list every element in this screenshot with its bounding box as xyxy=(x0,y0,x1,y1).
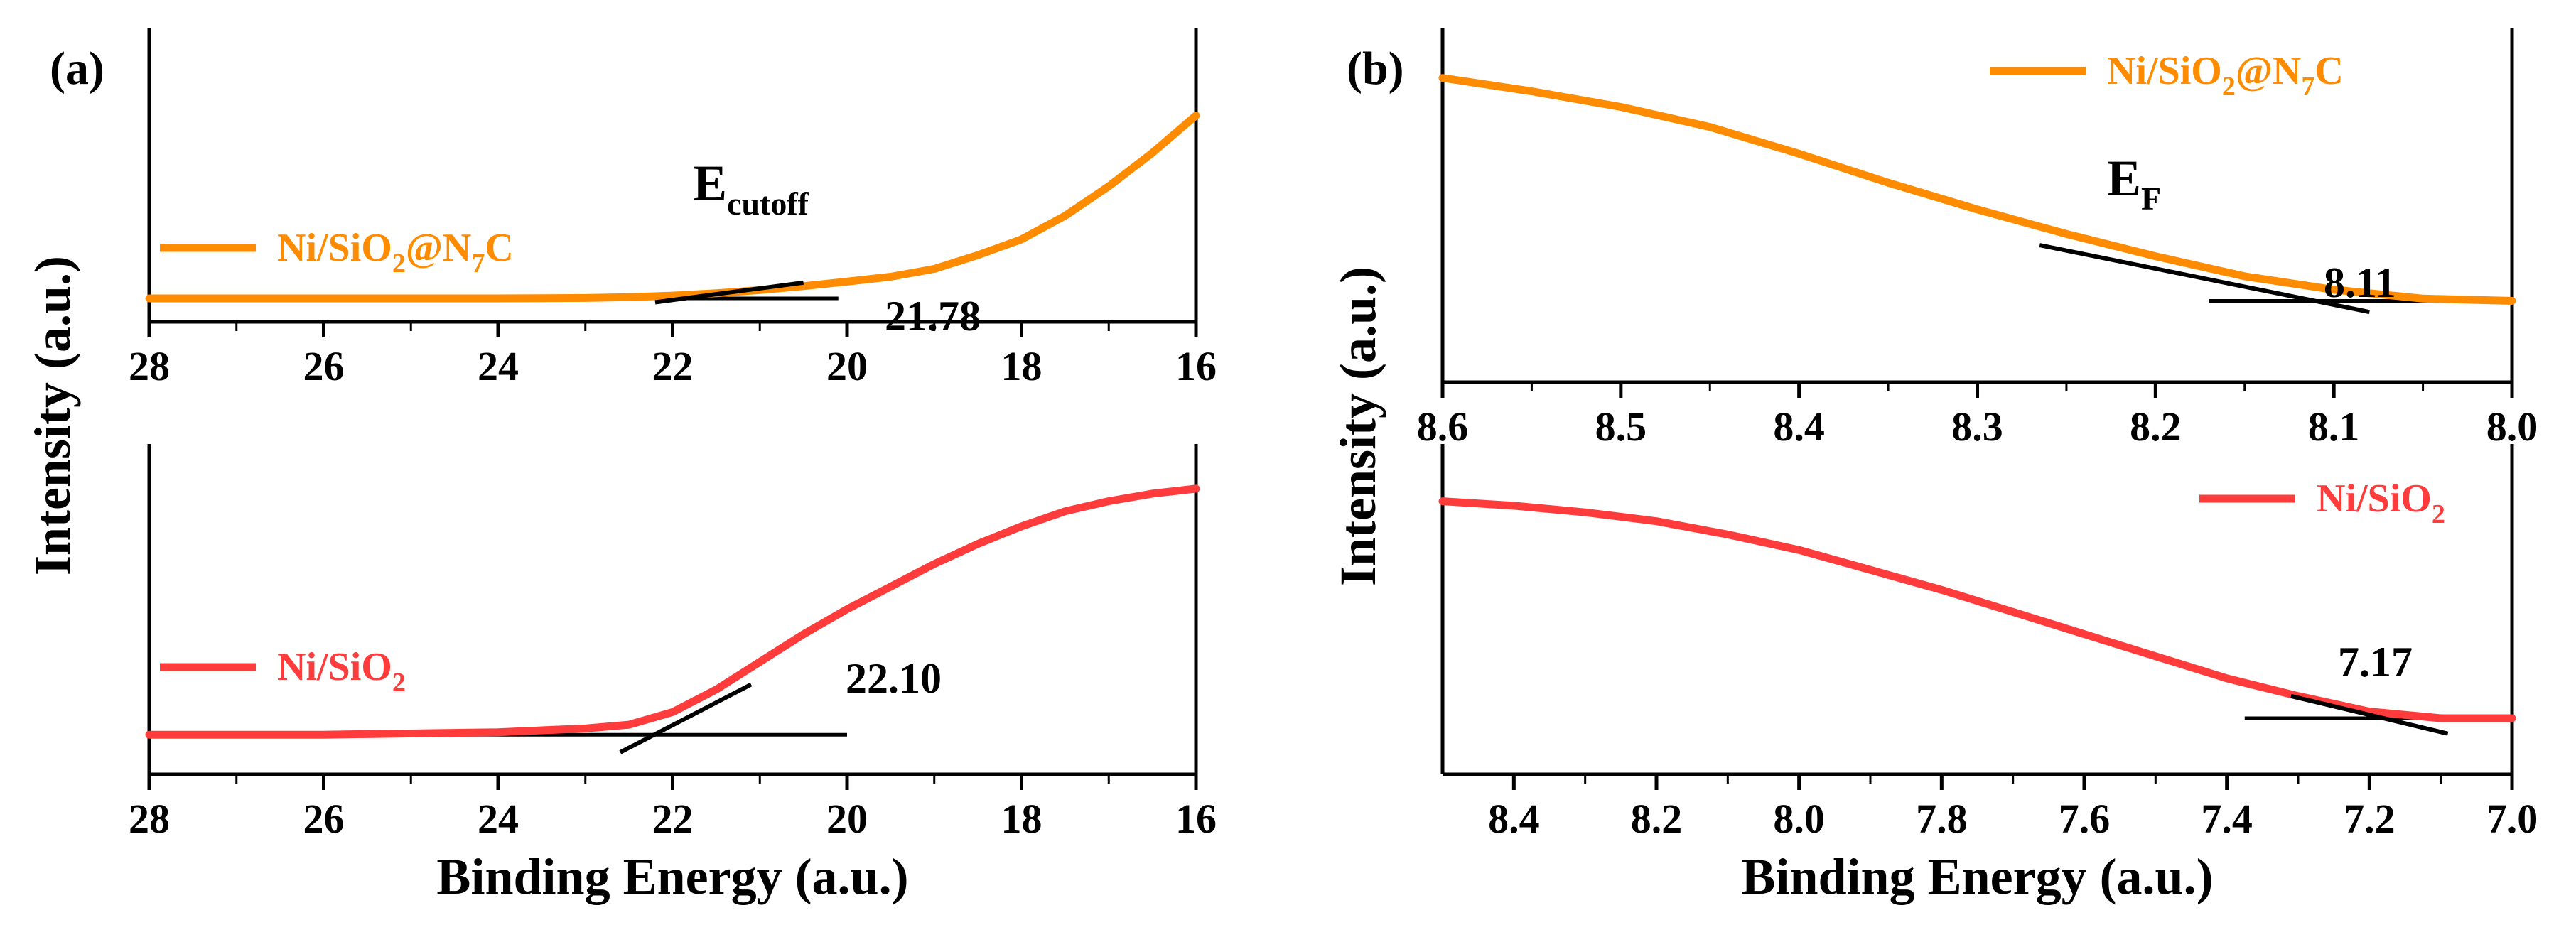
ylabel-a: Intensity (a.u.) xyxy=(24,256,81,575)
annotation-sub: cutoff xyxy=(727,185,809,222)
tangent-line xyxy=(654,280,804,305)
annotation-sub: F xyxy=(2141,180,2161,217)
annotation-main: E xyxy=(2107,150,2141,207)
x-tick-label: 18 xyxy=(1001,343,1042,389)
tangent-line xyxy=(619,682,753,754)
x-tick-label: 20 xyxy=(826,343,868,389)
x-tick-label: 22 xyxy=(652,796,694,842)
x-tick-label: 8.6 xyxy=(1417,404,1469,450)
panel-a-top: 28 26 24 22 20 18 16 21.78 (a) Ecutoff Ni/SiO2@N7C xyxy=(50,28,1217,389)
tangent-line xyxy=(2039,243,2370,315)
legend-label: Ni/SiO2@N7C xyxy=(2107,49,2344,102)
x-tick-label: 16 xyxy=(1175,343,1217,389)
panel-label: (b) xyxy=(1347,43,1404,94)
x-tick-label: 26 xyxy=(303,343,345,389)
legend-label: Ni/SiO2 xyxy=(2317,477,2445,529)
series-line xyxy=(145,112,1200,303)
x-tick-label: 24 xyxy=(478,796,519,842)
legend-text-part: 7 xyxy=(471,249,485,278)
x-tick-label: 22 xyxy=(652,343,694,389)
x-tick-label: 7.6 xyxy=(2059,796,2111,842)
onset-value-label: 7.17 xyxy=(2338,639,2413,686)
legend-text-part: @N xyxy=(406,226,472,270)
legend-text-part: C xyxy=(485,226,513,270)
x-tick-label: 8.1 xyxy=(2308,404,2360,450)
x-tick-label: 16 xyxy=(1175,796,1217,842)
x-tick-label: 8.2 xyxy=(2130,404,2182,450)
x-tick-label: 8.2 xyxy=(1631,796,1683,842)
annotation-main: E xyxy=(693,155,727,212)
legend: Ni/SiO2 xyxy=(2199,477,2445,529)
legend-text-part: Ni/SiO xyxy=(2107,49,2222,93)
legend-text-part: 2 xyxy=(2222,72,2236,102)
x-tick-label: 20 xyxy=(826,796,868,842)
x-axis-title: Binding Energy (a.u.) xyxy=(1741,848,2213,905)
panel-a-bottom: 28 26 24 22 20 18 16 22.10 Ni/SiO2 Binding Energy… xyxy=(129,444,1217,905)
x-tick-label: 8.4 xyxy=(1488,796,1540,842)
x-tick-label: 8.0 xyxy=(2486,404,2538,450)
legend-text-part: Ni/SiO xyxy=(2317,477,2432,521)
panel-label: (a) xyxy=(50,43,104,94)
energy-annotation: Ecutoff xyxy=(693,155,809,222)
legend-text-part: 2 xyxy=(2432,499,2445,529)
x-tick-label: 28 xyxy=(129,343,170,389)
x-tick-label: 7.8 xyxy=(1916,796,1968,842)
x-tick-label: 7.2 xyxy=(2344,796,2396,842)
series-line xyxy=(1438,74,2516,305)
energy-annotation: EF xyxy=(2107,150,2161,217)
legend-text-part: 7 xyxy=(2301,72,2314,102)
legend-text-part: 2 xyxy=(392,249,406,278)
x-axis-title: Binding Energy (a.u.) xyxy=(436,848,908,905)
ylabel-b: Intensity (a.u.) xyxy=(1330,266,1386,586)
x-tick-label: 8.0 xyxy=(1773,796,1825,842)
legend-label: Ni/SiO2@N7C xyxy=(277,226,514,278)
x-tick-label: 8.5 xyxy=(1595,404,1647,450)
x-tick-label: 26 xyxy=(303,796,345,842)
legend-text-part: @N xyxy=(2236,49,2302,93)
x-tick-label: 24 xyxy=(478,343,519,389)
legend-text-part: 2 xyxy=(392,668,406,698)
legend-text-part: Ni/SiO xyxy=(277,645,392,689)
onset-value-label: 8.11 xyxy=(2324,259,2396,306)
tangent-line xyxy=(2290,693,2449,736)
x-tick-label: 28 xyxy=(129,796,170,842)
legend-label: Ni/SiO2 xyxy=(277,645,406,698)
panel-b-bottom: 8.4 8.2 8.0 7.8 7.6 7.4 7.2 7.0 7.17 Ni/SiO2 Bindi… xyxy=(1438,444,2538,905)
x-tick-label: 8.3 xyxy=(1951,404,2003,450)
panel-b-top: 8.6 8.5 8.4 8.3 8.2 8.1 8.0 8.11 (b) EF Ni/SiO2@N7… xyxy=(1347,28,2538,450)
legend: Ni/SiO2@N7C xyxy=(1990,49,2344,102)
x-tick-label: 18 xyxy=(1001,796,1042,842)
onset-value-label: 21.78 xyxy=(885,293,981,340)
x-tick-label: 8.4 xyxy=(1773,404,1825,450)
legend-text-part: Ni/SiO xyxy=(277,226,392,270)
x-tick-label: 7.4 xyxy=(2201,796,2253,842)
legend: Ni/SiO2 xyxy=(160,645,406,698)
legend: Ni/SiO2@N7C xyxy=(160,226,514,278)
legend-text-part: C xyxy=(2314,49,2343,93)
onset-value-label: 22.10 xyxy=(846,655,942,702)
series-line xyxy=(145,484,1200,739)
x-tick-label: 7.0 xyxy=(2486,796,2538,842)
series-line xyxy=(1438,497,2516,722)
